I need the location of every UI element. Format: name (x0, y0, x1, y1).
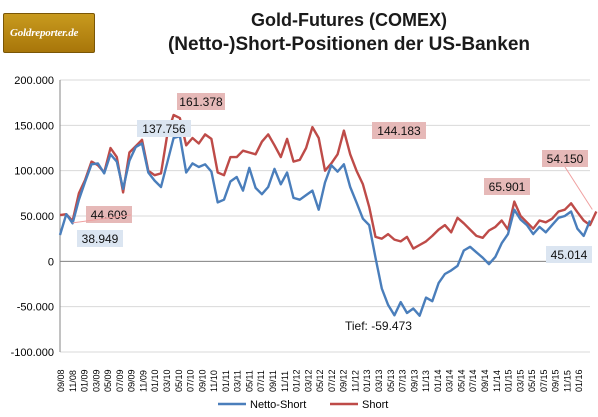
goldreporter-logo: Goldreporter.de (3, 13, 95, 53)
leader-44609 (72, 214, 132, 224)
x-tick-label: 09/15 (551, 369, 561, 392)
callout-137756-box (137, 120, 191, 137)
x-tick-label: 03/12 (303, 369, 313, 392)
x-tick-label: 09/10 (197, 369, 207, 392)
x-tick-label: 09/09 (127, 369, 137, 392)
x-tick-label: 03/11 (233, 370, 243, 392)
callout-54150: 54.150 (547, 152, 584, 166)
legend-label: Short (362, 399, 388, 411)
x-tick-label: 11/12 (350, 370, 360, 392)
x-tick-label: 07/09 (115, 369, 125, 392)
x-tick-label: 07/10 (186, 369, 196, 392)
y-tick-label: 150.000 (14, 120, 54, 132)
callout-144183-box (372, 122, 426, 139)
leader-54150 (564, 166, 593, 210)
callout-65901-box (484, 178, 530, 195)
y-tick-label: 200.000 (14, 75, 54, 87)
x-tick-label: 11/13 (421, 370, 431, 392)
x-tick-label: 05/09 (103, 369, 113, 392)
chart-title-line1: Gold-Futures (COMEX) (251, 10, 447, 30)
callout-144183: 144.183 (377, 124, 421, 138)
x-tick-label: 01/12 (292, 369, 302, 392)
callout-161378-box (177, 93, 225, 110)
annotations: 161.378 137.756 144.183 65.901 54.150 44.609 3… (72, 93, 593, 333)
callout-54150-box (542, 150, 588, 167)
x-tick-label: 11/14 (492, 370, 502, 392)
x-tick-label: 01/14 (433, 369, 443, 392)
y-tick-label: 50.000 (20, 211, 54, 223)
x-tick-label: 11/09 (138, 370, 148, 392)
chart-title-line2: (Netto-)Short-Positionen der US-Banken (167, 34, 531, 55)
x-tick-label: 01/16 (574, 369, 584, 392)
callout-65901: 65.901 (489, 180, 526, 194)
x-tick-label: 07/12 (327, 369, 337, 392)
y-tick-label: -50.000 (17, 302, 54, 314)
x-tick-label: 07/11 (256, 370, 266, 392)
x-tick-label: 03/09 (91, 369, 101, 392)
x-tick-label: 03/15 (515, 369, 525, 392)
x-tick-label: 11/08 (68, 370, 78, 392)
legend-label: Netto-Short (250, 399, 306, 411)
x-tick-label: 05/13 (386, 369, 396, 392)
x-tick-label: 07/13 (398, 369, 408, 392)
y-tick-label: 100.000 (14, 166, 54, 178)
x-tick-label: 03/10 (162, 369, 172, 392)
x-tick-label: 01/10 (150, 369, 160, 392)
y-tick-label: 0 (48, 256, 54, 268)
callout-137756: 137.756 (142, 122, 186, 136)
callout-44609: 44.609 (91, 208, 128, 222)
callout-38949-box (77, 230, 123, 247)
x-tick-label: 01/11 (221, 370, 231, 392)
callout-44609-box (86, 206, 132, 223)
x-tick-label: 05/15 (527, 369, 537, 392)
callout-45014-box (546, 246, 592, 263)
x-tick-label: 11/15 (562, 370, 572, 392)
x-tick-label: 01/09 (80, 369, 90, 392)
x-tick-label: 09/08 (56, 369, 66, 392)
y-tick-label: -100.000 (11, 347, 54, 359)
logo-text: Goldreporter.de (10, 27, 79, 39)
x-tick-label: 01/13 (362, 369, 372, 392)
x-tick-label: 03/13 (374, 369, 384, 392)
series-line-short (59, 113, 598, 250)
x-tick-label: 11/10 (209, 370, 219, 392)
callout-161378: 161.378 (179, 95, 223, 109)
x-tick-label: 09/12 (339, 369, 349, 392)
x-tick-label: 05/14 (456, 369, 466, 392)
series-line-netto-short (58, 134, 592, 317)
x-tick-label: 05/11 (244, 370, 254, 392)
x-tick-label: 09/14 (480, 369, 490, 392)
callout-45014: 45.014 (551, 248, 588, 262)
x-tick-label: 01/15 (504, 369, 514, 392)
callout-tief: Tief: -59.473 (345, 319, 412, 333)
x-axis: 09/08 11/08 01/09 03/09 05/09 07/09 09/09 11/09… (56, 260, 590, 392)
legend: Netto-Short Short (218, 399, 388, 411)
x-tick-label: 05/12 (315, 369, 325, 392)
x-tick-label: 09/11 (268, 370, 278, 392)
callout-38949: 38.949 (82, 232, 119, 246)
x-tick-label: 05/10 (174, 369, 184, 392)
x-tick-label: 09/13 (409, 369, 419, 392)
series-lines (58, 113, 598, 317)
y-axis: 200.000 150.000 100.000 50.000 0 -50.000 -100.… (11, 75, 61, 359)
x-tick-label: 07/14 (468, 369, 478, 392)
x-tick-label: 11/11 (280, 371, 290, 392)
x-tick-label: 03/14 (445, 369, 455, 392)
x-tick-label: 07/15 (539, 369, 549, 392)
